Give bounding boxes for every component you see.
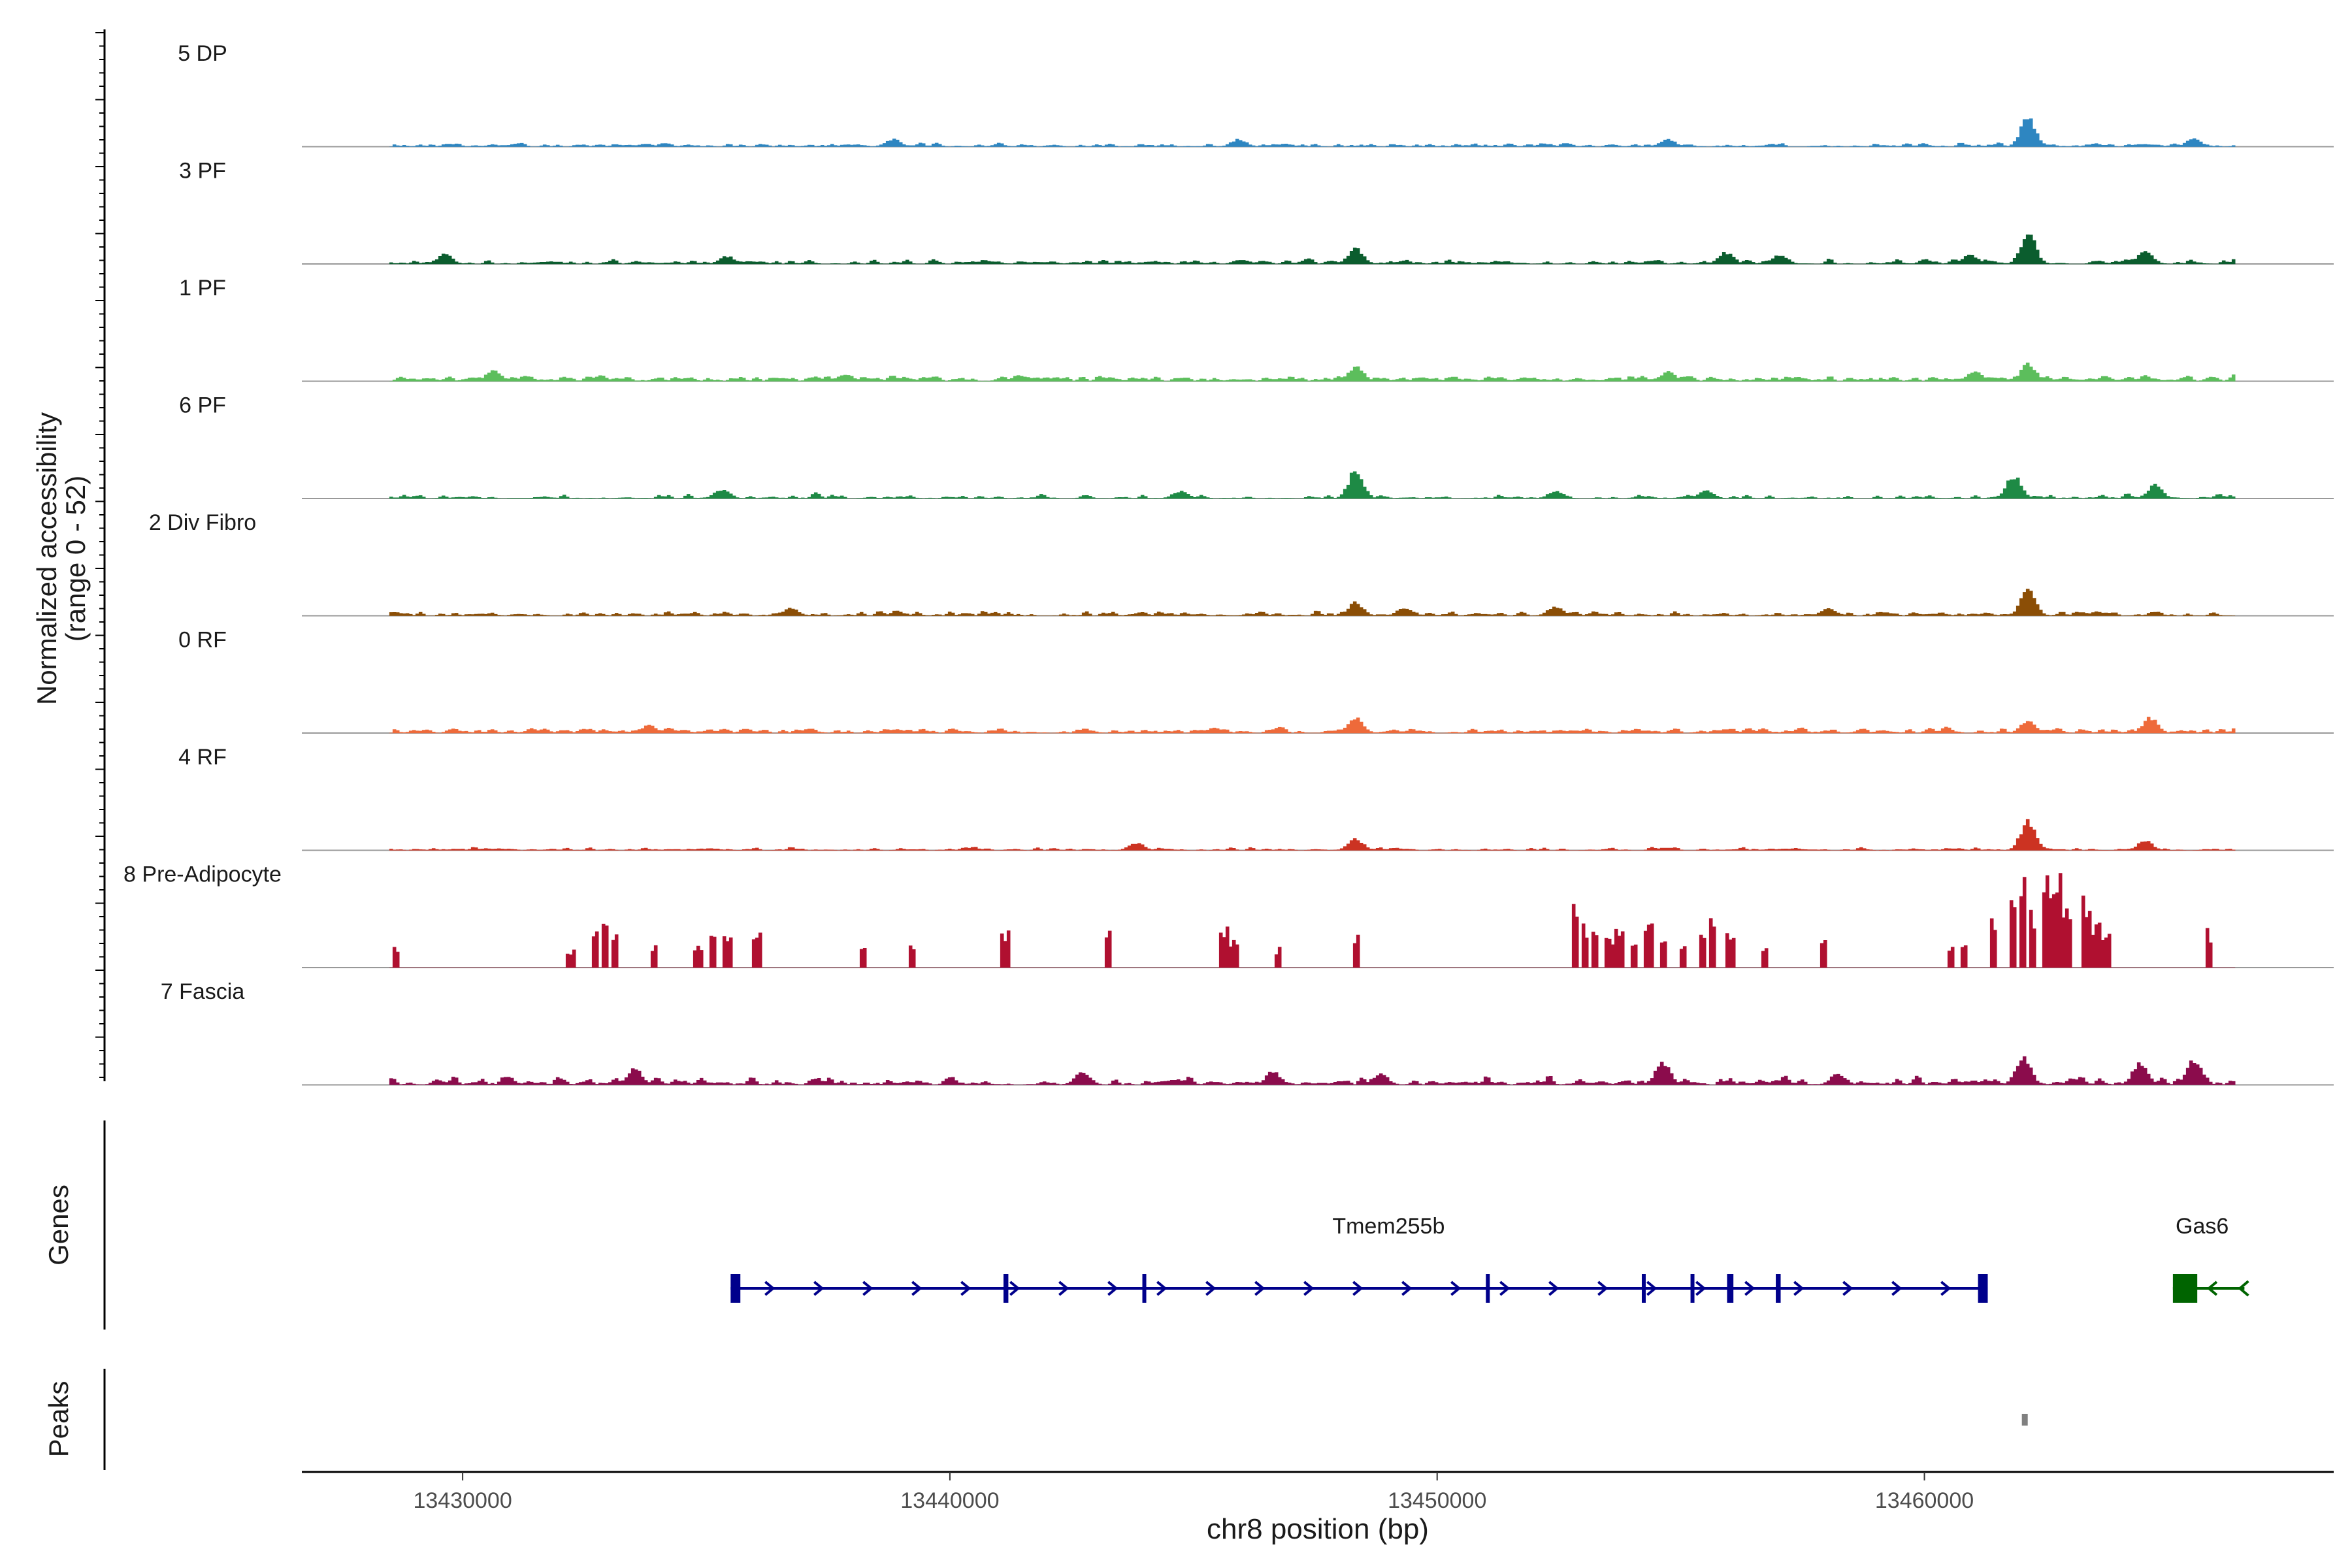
strand-arrow xyxy=(1842,1281,1854,1296)
strand-arrow xyxy=(1303,1281,1315,1296)
strand-arrow xyxy=(1793,1281,1805,1296)
strand-arrow xyxy=(1548,1281,1560,1296)
strand-arrow xyxy=(1254,1281,1266,1296)
exon xyxy=(1978,1274,1988,1303)
track-label: 0 RF xyxy=(178,628,227,653)
track-label: 8 Pre-Adipocyte xyxy=(123,862,282,887)
track-coverage-area xyxy=(389,118,2236,147)
coverage-y-axis-ticks xyxy=(95,32,105,1078)
gene-label: Gas6 xyxy=(2176,1214,2229,1239)
strand-arrow xyxy=(1205,1281,1217,1296)
track-coverage-area xyxy=(389,471,2236,499)
track-label: 4 RF xyxy=(178,745,227,770)
exon xyxy=(1142,1274,1147,1303)
track-6-pf: 6 PF xyxy=(179,393,2334,499)
strand-arrow xyxy=(960,1281,972,1296)
x-axis-title: chr8 position (bp) xyxy=(1207,1513,1429,1545)
strand-arrow xyxy=(862,1281,874,1296)
exon xyxy=(730,1274,741,1303)
genes-panel-title: Genes xyxy=(43,1184,74,1266)
strand-arrow xyxy=(1107,1281,1119,1296)
coverage-tracks: 5 DP 3 PF 1 PF 6 PF 2 Div Fibro 0 RF 4 RF 8 Pre… xyxy=(123,41,2334,1086)
track-0-rf: 0 RF xyxy=(178,628,2334,734)
gene-tmem255b: Tmem255b xyxy=(730,1214,1988,1303)
strand-arrow xyxy=(1352,1281,1364,1296)
gene-gas6: Gas6 xyxy=(2172,1214,2249,1303)
strand-arrow xyxy=(911,1281,923,1296)
strand-arrow xyxy=(1695,1281,1707,1296)
strand-arrow xyxy=(2206,1281,2218,1296)
strand-arrow xyxy=(2238,1280,2249,1297)
exon xyxy=(1690,1274,1695,1303)
y-axis-title-line1: Normalized accessibility xyxy=(31,412,62,705)
strand-arrow xyxy=(1156,1281,1168,1296)
x-tick-label: 13440000 xyxy=(900,1488,999,1513)
track-4-rf: 4 RF xyxy=(178,745,2334,851)
track-label: 5 DP xyxy=(178,41,227,66)
track-1-pf: 1 PF xyxy=(179,276,2334,382)
strand-arrow xyxy=(1009,1281,1021,1296)
gene-label: Tmem255b xyxy=(1332,1214,1445,1239)
x-tick-label: 13430000 xyxy=(413,1488,512,1513)
strand-arrow xyxy=(1891,1281,1903,1296)
x-tick-label: 13450000 xyxy=(1388,1488,1486,1513)
strand-arrow xyxy=(1058,1281,1070,1296)
strand-arrow xyxy=(1646,1281,1658,1296)
track-5-dp: 5 DP xyxy=(178,41,2334,148)
track-label: 3 PF xyxy=(179,159,226,184)
exon xyxy=(1641,1274,1646,1303)
strand-arrow xyxy=(764,1281,776,1296)
track-coverage-area xyxy=(389,589,2236,616)
track-coverage-area xyxy=(389,873,2236,968)
strand-arrow xyxy=(1597,1281,1609,1296)
track-coverage-area xyxy=(389,1056,2236,1085)
strand-arrow xyxy=(813,1281,825,1296)
track-label: 1 PF xyxy=(179,276,226,301)
peaks-panel-title: Peaks xyxy=(43,1381,74,1458)
strand-arrow xyxy=(1499,1281,1511,1296)
x-tick-label: 13460000 xyxy=(1875,1488,1974,1513)
track-7-fascia: 7 Fascia xyxy=(161,979,2334,1086)
y-axis-title-line2: (range 0 - 52) xyxy=(60,476,91,642)
strand-arrow xyxy=(1401,1281,1413,1296)
peaks-panel xyxy=(2021,1414,2028,1426)
track-label: 6 PF xyxy=(179,393,226,418)
peak-region xyxy=(2021,1414,2028,1426)
track-label: 7 Fascia xyxy=(161,979,245,1004)
exon xyxy=(1727,1274,1734,1303)
track-coverage-area xyxy=(389,363,2236,382)
track-coverage-area xyxy=(389,717,2236,734)
track-3-pf: 3 PF xyxy=(179,159,2334,265)
exon xyxy=(1486,1274,1490,1303)
genes-panel: Tmem255b Gas6 xyxy=(730,1214,2249,1303)
strand-arrow xyxy=(1450,1281,1462,1296)
track-label: 2 Div Fibro xyxy=(149,510,256,535)
exon xyxy=(1776,1274,1781,1303)
track-coverage-area xyxy=(389,819,2236,851)
exon xyxy=(1003,1274,1009,1303)
exon xyxy=(2172,1274,2198,1303)
strand-arrow xyxy=(1940,1281,1952,1296)
track-2-div-fibro: 2 Div Fibro xyxy=(149,510,2334,617)
strand-arrow xyxy=(1744,1281,1756,1296)
track-8-pre-adipocyte: 8 Pre-Adipocyte xyxy=(123,862,2334,968)
track-coverage-area xyxy=(389,235,2236,265)
x-axis-ticks: 13430000 13440000 13450000 13460000 xyxy=(413,1472,1974,1513)
